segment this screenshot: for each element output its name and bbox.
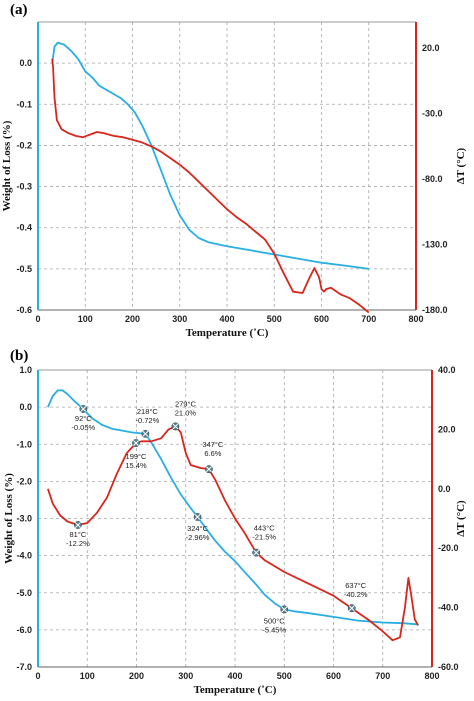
y2-tick-label: -20.0 bbox=[438, 543, 459, 553]
marker-cross bbox=[253, 549, 260, 556]
chart-panel-a: 0 100 200 300 400 500 600 700 800 0.0 -0.1 -0.2 -0.3… bbox=[1, 2, 467, 339]
y-tick-label: -2.0 bbox=[16, 476, 32, 486]
data-label-temp: 324°C bbox=[187, 524, 209, 533]
x-tick-label: 500 bbox=[267, 314, 282, 324]
y-tick-label: -0.6 bbox=[16, 305, 32, 315]
x-tick-label: 200 bbox=[129, 671, 144, 681]
y-axis-title: Weight of Loss (%) bbox=[3, 473, 15, 564]
x-tick-label: 200 bbox=[125, 314, 140, 324]
marker-cross bbox=[74, 522, 81, 528]
data-label-temp: 81°C bbox=[70, 530, 87, 539]
weight-loss-line bbox=[51, 41, 369, 270]
x-tick-label: 800 bbox=[424, 671, 439, 681]
y2-tick-label: 20.0 bbox=[438, 424, 456, 434]
x-axis-title: Temperature (˚C) bbox=[194, 684, 277, 696]
data-label-temp: 347°C bbox=[202, 440, 224, 449]
y2-tick-label: -40.0 bbox=[438, 603, 459, 613]
y-tick-label: -6.0 bbox=[16, 625, 32, 635]
y-tick-label: -0.4 bbox=[16, 223, 32, 233]
x-tick-label: 700 bbox=[361, 314, 376, 324]
y-tick-label: -0.5 bbox=[16, 264, 32, 274]
y-tick-label: -3.0 bbox=[16, 514, 32, 524]
data-label-temp: 199°C bbox=[126, 452, 148, 461]
marker-cross bbox=[205, 466, 212, 473]
y-tick-label: -0.1 bbox=[16, 99, 32, 109]
y2-axis-title: ΔT (°C) bbox=[455, 500, 467, 537]
y2-axis-title: ΔT (°C) bbox=[455, 147, 467, 184]
x-tick-label: 700 bbox=[375, 671, 390, 681]
data-label-value: -21.5% bbox=[252, 533, 276, 542]
data-label-value: 6.6% bbox=[204, 449, 221, 458]
data-label-value: -0.72% bbox=[135, 416, 159, 425]
x-tick-label: 400 bbox=[219, 314, 234, 324]
data-label-temp: 218°C bbox=[137, 407, 159, 416]
y2-tick-label: 0.0 bbox=[438, 484, 451, 494]
marker-cross bbox=[172, 423, 179, 430]
x-tick-label: 300 bbox=[172, 314, 187, 324]
data-label-temp: 279°C bbox=[175, 399, 197, 408]
delta-t-line bbox=[47, 425, 419, 642]
panel-label: (b) bbox=[10, 348, 28, 364]
x-tick-label: 0 bbox=[35, 671, 40, 681]
data-label-value: 21.0% bbox=[175, 408, 197, 417]
marker-cross bbox=[348, 605, 355, 612]
data-label-value: 15.4% bbox=[125, 461, 147, 470]
data-label-value: -5.45% bbox=[262, 625, 286, 634]
x-tick-label: 100 bbox=[80, 671, 95, 681]
y-tick-label: -1.0 bbox=[16, 439, 32, 449]
y-tick-label: -0.2 bbox=[16, 140, 32, 150]
marker-cross bbox=[281, 606, 288, 613]
data-label-temp: 443°C bbox=[254, 524, 276, 533]
y2-tick-label: 20.0 bbox=[422, 43, 440, 53]
delta-t-line bbox=[51, 58, 370, 314]
data-label-value: -12.2% bbox=[66, 539, 90, 548]
data-label-temp: 92°C bbox=[75, 414, 92, 423]
y2-tick-label: -180.0 bbox=[422, 305, 448, 315]
x-tick-label: 400 bbox=[227, 671, 242, 681]
y-tick-label: 0.0 bbox=[19, 402, 32, 412]
panel-label: (a) bbox=[10, 2, 28, 18]
x-tick-label: 600 bbox=[314, 314, 329, 324]
marker-cross bbox=[80, 406, 87, 412]
x-tick-label: 600 bbox=[326, 671, 341, 681]
marker-cross bbox=[194, 514, 201, 520]
x-tick-label: 0 bbox=[35, 314, 40, 324]
y-axis-title: Weight of Loss (%) bbox=[1, 120, 13, 211]
marker-cross bbox=[133, 440, 139, 447]
x-tick-label: 100 bbox=[78, 314, 93, 324]
y-tick-label: 0.0 bbox=[19, 58, 32, 68]
y-tick-label: -7.0 bbox=[16, 662, 32, 672]
y2-tick-label: -30.0 bbox=[422, 109, 443, 119]
y-tick-label: 1.0 bbox=[19, 365, 32, 375]
x-tick-label: 300 bbox=[178, 671, 193, 681]
y2-tick-label: -60.0 bbox=[438, 662, 459, 672]
x-tick-label: 800 bbox=[408, 314, 423, 324]
x-axis-title: Temperature (˚C) bbox=[186, 327, 269, 339]
y-tick-label: -5.0 bbox=[16, 588, 32, 598]
y2-tick-label: -130.0 bbox=[422, 240, 448, 250]
data-label-value: -0.05% bbox=[71, 423, 95, 432]
y-tick-label: -0.3 bbox=[16, 182, 32, 192]
data-label-temp: 500°C bbox=[264, 616, 286, 625]
data-label-temp: 637°C bbox=[345, 581, 367, 590]
x-tick-label: 500 bbox=[277, 671, 292, 681]
y2-tick-label: -80.0 bbox=[422, 174, 443, 184]
y2-tick-label: 40.0 bbox=[438, 365, 456, 375]
marker-cross bbox=[142, 430, 149, 437]
y-tick-label: -4.0 bbox=[16, 551, 32, 561]
chart-panel-b: 0 100 200 300 400 500 600 700 800 1.0 0.0 -1.0 -2.0 -… bbox=[3, 348, 467, 696]
data-label-value: -40.2% bbox=[344, 590, 368, 599]
data-label-value: -2.96% bbox=[186, 533, 210, 542]
